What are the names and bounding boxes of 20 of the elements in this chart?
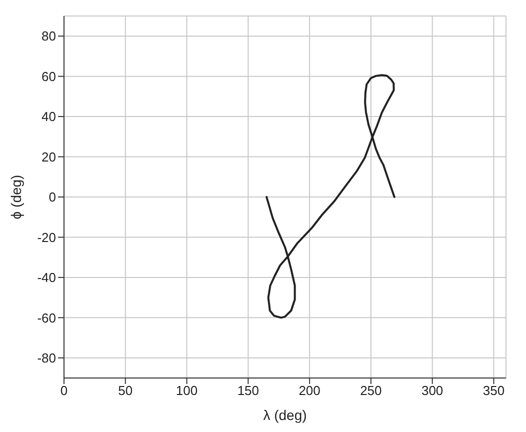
x-tick-label: 150 <box>237 383 260 398</box>
y-tick-label: 80 <box>42 28 56 44</box>
y-tick-label: -60 <box>37 310 56 326</box>
x-tick-label: 350 <box>482 383 505 398</box>
y-axis-title: ϕ (deg) <box>8 174 24 220</box>
y-tick-label: 20 <box>42 149 56 164</box>
y-tick-label: 60 <box>42 68 56 84</box>
x-axis-title: λ (deg) <box>263 407 307 423</box>
x-tick-label: 100 <box>176 383 198 398</box>
x-tick-label: 250 <box>360 383 382 398</box>
y-tick-label: -40 <box>37 270 56 286</box>
x-tick-label: 50 <box>118 383 133 398</box>
y-tick-label: -80 <box>37 350 56 366</box>
line-series <box>266 74 396 319</box>
y-tick-label: 0 <box>48 190 56 205</box>
y-tick-label: 40 <box>42 109 56 124</box>
x-tick-label: 300 <box>421 383 444 398</box>
y-tick-label: -20 <box>37 230 56 245</box>
x-tick-label: 0 <box>60 383 68 398</box>
x-tick-label: 200 <box>298 383 320 398</box>
